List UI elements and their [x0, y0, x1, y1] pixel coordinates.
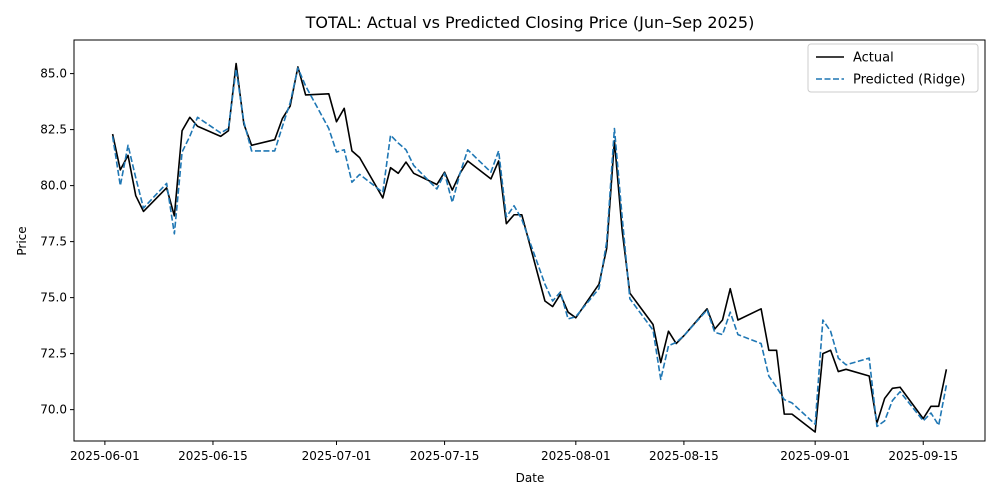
series-layer — [111, 62, 948, 433]
legend: Actual Predicted (Ridge) — [807, 43, 979, 93]
y-tick-label: 80.0 — [40, 179, 67, 193]
x-tick-label: 2025-06-15 — [178, 449, 248, 463]
y-tick-label: 70.0 — [40, 403, 67, 417]
chart-title: TOTAL: Actual vs Predicted Closing Price… — [305, 13, 755, 32]
x-axis-label: Date — [516, 471, 545, 485]
legend-label: Predicted (Ridge) — [853, 73, 965, 88]
x-tick-label: 2025-07-15 — [410, 449, 480, 463]
x-tick-label: 2025-06-01 — [70, 449, 140, 463]
axes: 2025-06-01 2025-06-15 2025-07-01 2025-07-15… — [40, 67, 958, 463]
legend-box — [807, 43, 979, 93]
x-tick-label: 2025-08-01 — [541, 449, 611, 463]
x-tick-label: 2025-08-15 — [649, 449, 719, 463]
plot-frame — [73, 39, 986, 442]
legend-label: Actual — [853, 51, 894, 66]
y-tick-label: 75.0 — [40, 291, 67, 305]
x-tick-label: 2025-09-01 — [780, 449, 850, 463]
y-axis-label: Price — [15, 226, 29, 255]
y-tick-label: 72.5 — [40, 347, 67, 361]
series-line-predicted — [111, 67, 948, 428]
y-tick-label: 85.0 — [40, 67, 67, 81]
y-tick-label: 77.5 — [40, 235, 67, 249]
y-tick-label: 82.5 — [40, 123, 67, 137]
x-tick-label: 2025-07-01 — [302, 449, 372, 463]
x-tick-label: 2025-09-15 — [888, 449, 958, 463]
